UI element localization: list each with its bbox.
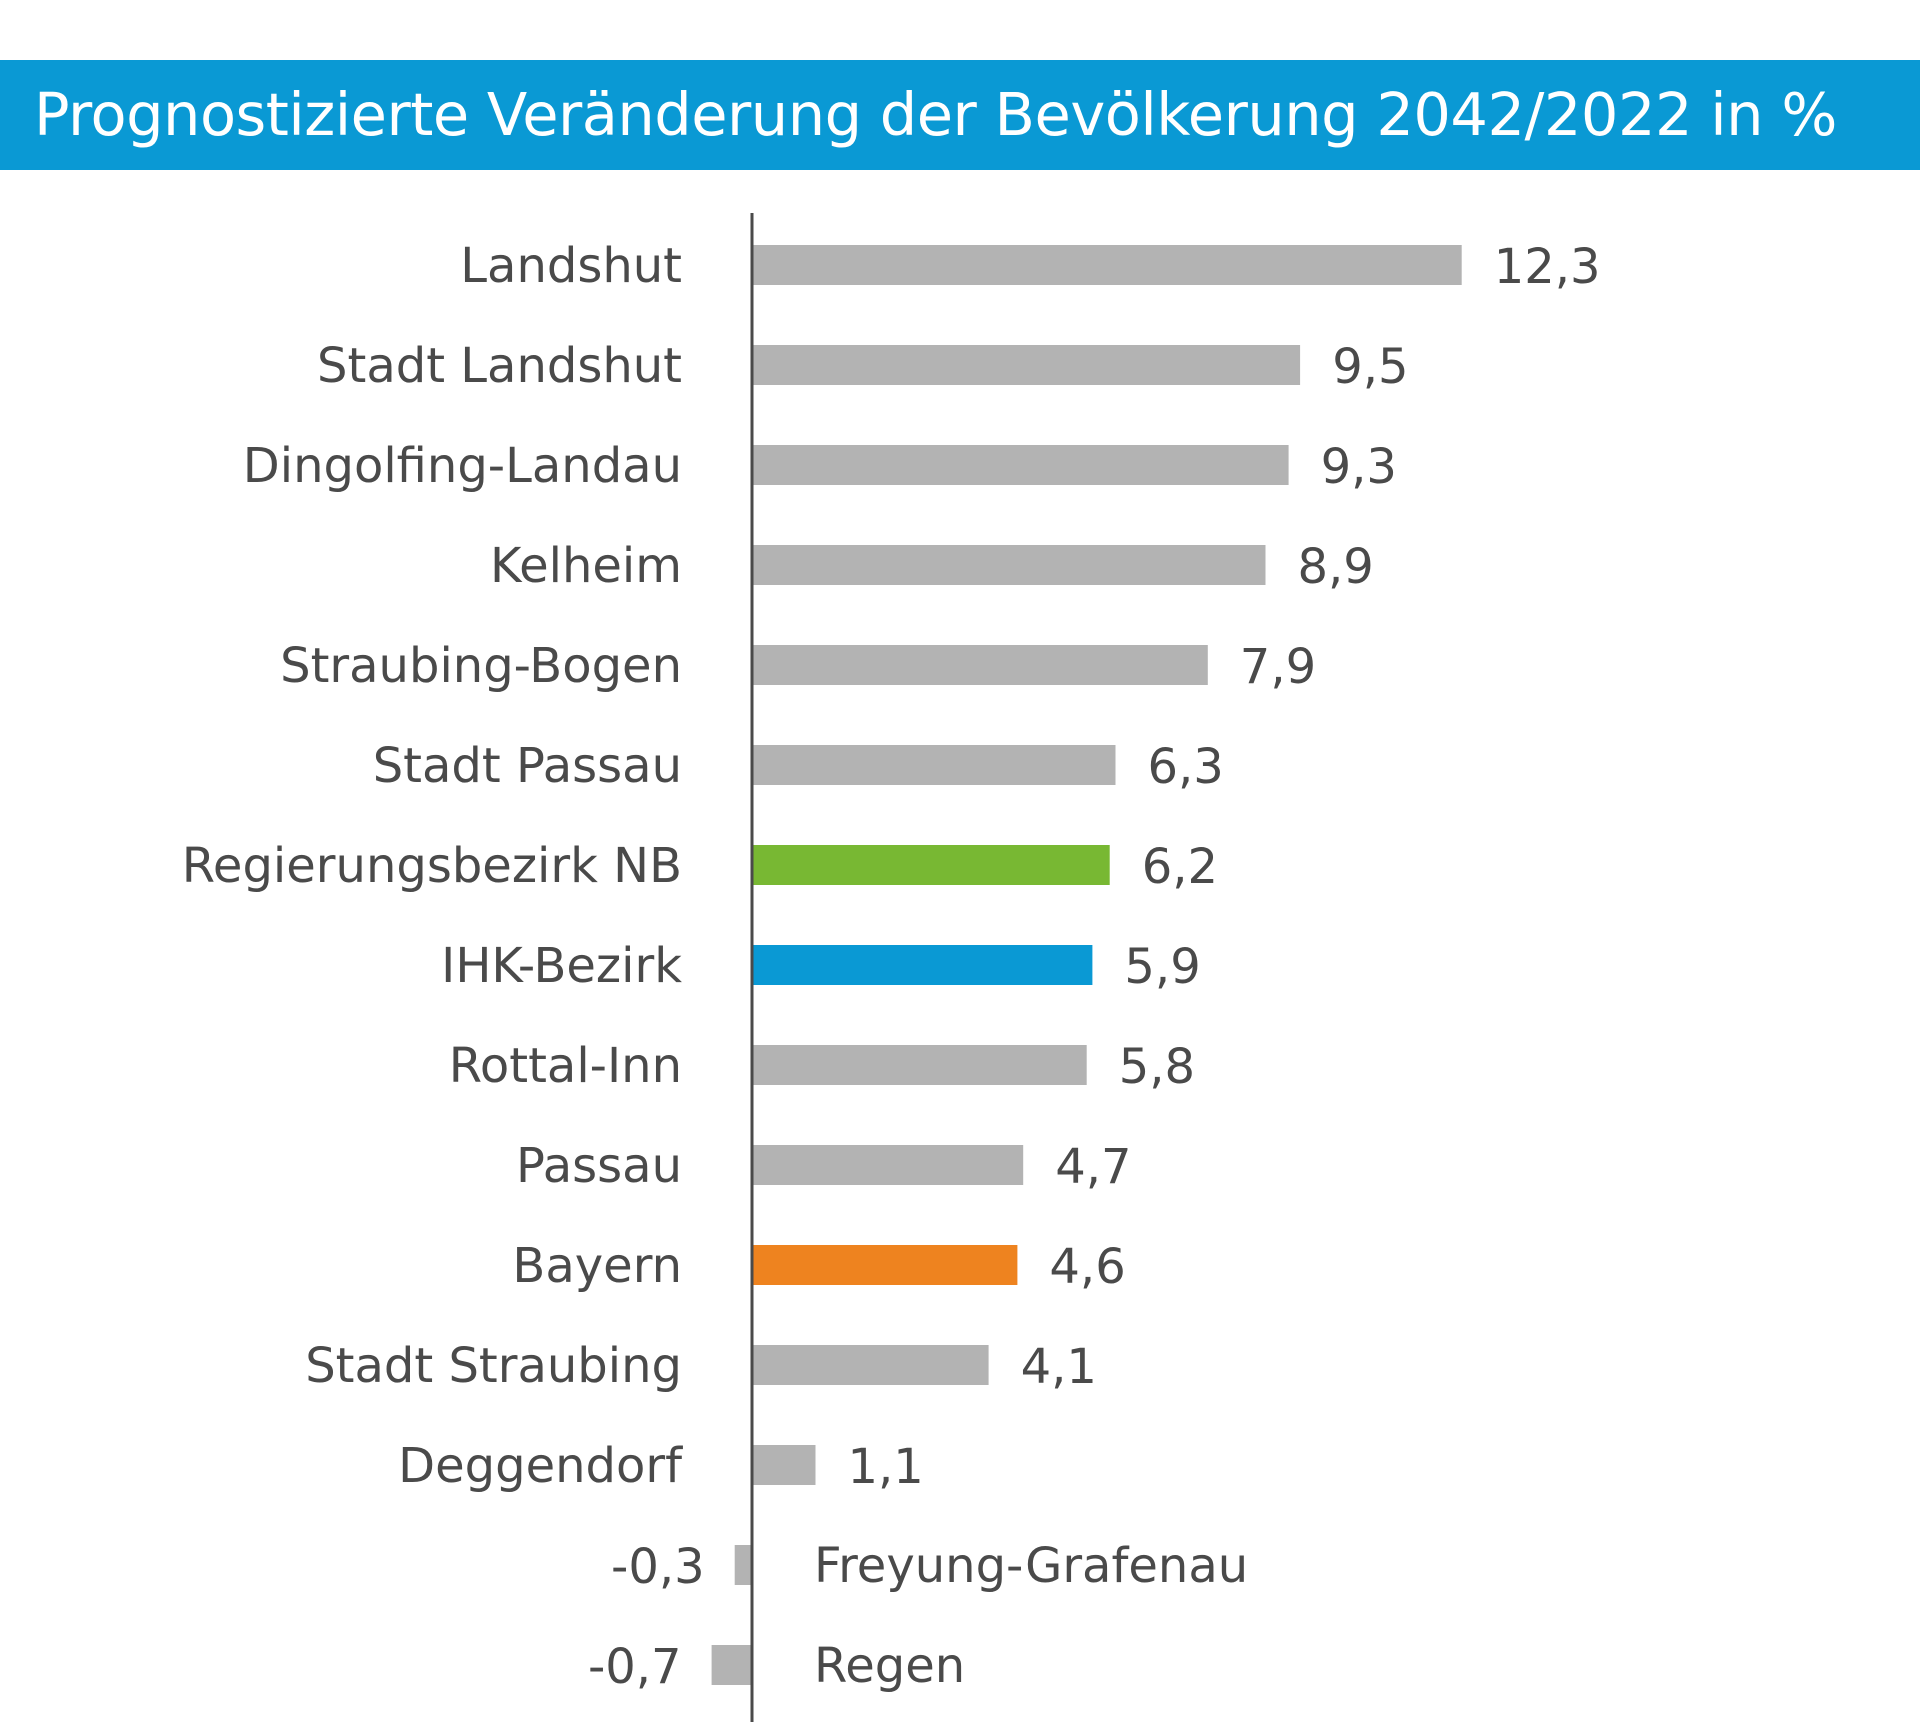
value-label-deggendorf: 1,1: [848, 1439, 924, 1495]
category-label-straubing-bogen: Straubing-Bogen: [280, 638, 682, 694]
bar-regierungsbezirk-nb: [752, 845, 1110, 885]
bar-bayern: [752, 1245, 1018, 1285]
category-label-deggendorf: Deggendorf: [398, 1438, 683, 1494]
category-label-stadt-straubing: Stadt Straubing: [305, 1338, 682, 1394]
category-label-freyung-grafenau: Freyung-Grafenau: [814, 1538, 1248, 1594]
bar-stadt-straubing: [752, 1345, 989, 1385]
category-label-stadt-landshut: Stadt Landshut: [317, 338, 682, 394]
value-label-bayern: 4,6: [1049, 1239, 1125, 1295]
bar-passau: [752, 1145, 1024, 1185]
category-label-stadt-passau: Stadt Passau: [373, 738, 682, 794]
chart-title-bar: Prognostizierte Veränderung der Bevölker…: [0, 60, 1920, 170]
bar-regen: [711, 1645, 752, 1685]
value-label-freyung-grafenau: -0,3: [611, 1539, 705, 1595]
bar-landshut: [752, 245, 1462, 285]
category-label-kelheim: Kelheim: [490, 538, 682, 594]
bar-dingolfing-landau: [752, 445, 1289, 485]
category-label-regierungsbezirk-nb: Regierungsbezirk NB: [182, 838, 682, 894]
value-label-kelheim: 8,9: [1298, 539, 1374, 595]
category-label-bayern: Bayern: [512, 1238, 682, 1294]
value-label-regen: -0,7: [588, 1639, 682, 1695]
value-label-straubing-bogen: 7,9: [1240, 639, 1316, 695]
category-label-passau: Passau: [516, 1138, 682, 1194]
category-label-rottal-inn: Rottal-Inn: [449, 1038, 682, 1094]
value-label-regierungsbezirk-nb: 6,2: [1142, 839, 1218, 895]
category-label-regen: Regen: [814, 1638, 965, 1694]
bar-deggendorf: [752, 1445, 816, 1485]
bar-stadt-landshut: [752, 345, 1301, 385]
bar-rottal-inn: [752, 1045, 1087, 1085]
bar-straubing-bogen: [752, 645, 1208, 685]
value-label-rottal-inn: 5,8: [1119, 1039, 1195, 1095]
category-label-dingolfing-landau: Dingolfing-Landau: [243, 438, 682, 494]
value-label-stadt-passau: 6,3: [1148, 739, 1224, 795]
bar-kelheim: [752, 545, 1266, 585]
value-label-stadt-landshut: 9,5: [1332, 339, 1408, 395]
category-label-landshut: Landshut: [460, 238, 682, 294]
value-label-dingolfing-landau: 9,3: [1321, 439, 1397, 495]
bar-ihk-bezirk: [752, 945, 1093, 985]
chart-title: Prognostizierte Veränderung der Bevölker…: [34, 80, 1837, 149]
value-label-passau: 4,7: [1055, 1139, 1131, 1195]
category-label-ihk-bezirk: IHK-Bezirk: [441, 938, 682, 994]
bar-freyung-grafenau: [734, 1545, 752, 1585]
value-label-stadt-straubing: 4,1: [1021, 1339, 1097, 1395]
value-label-landshut: 12,3: [1494, 239, 1601, 295]
bar-stadt-passau: [752, 745, 1116, 785]
value-label-ihk-bezirk: 5,9: [1124, 939, 1200, 995]
